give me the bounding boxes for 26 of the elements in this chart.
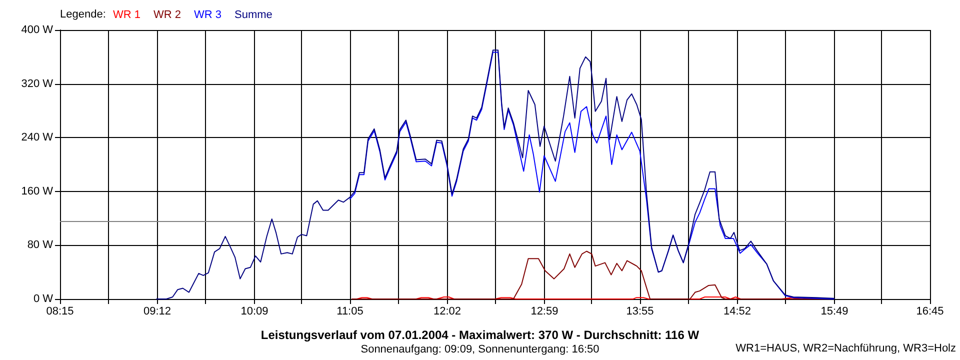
x-tick-label: 10:09 [240,306,268,318]
text: Leistungsverlauf vom 07.01.2004 - Maximalwert: 370 W - Durchschnitt: 116 W [260,328,700,342]
text: WR 3 [194,9,222,21]
y-tick-label: 400 W [21,24,54,36]
y-tick-label: 160 W [21,185,54,198]
y-tick-label: 240 W [21,132,54,144]
text: WR 2 [154,9,181,21]
text: WR 1 [113,9,140,21]
x-tick-label: 12:02 [433,306,461,318]
x-tick-label: 08:15 [46,306,74,318]
text: WR1=HAUS, WR2=Nachführung, WR3=Holz [736,342,956,354]
x-tick-label: 09:12 [143,306,171,318]
x-tick-label: 11:05 [336,306,364,318]
x-tick-label: 16:45 [916,306,944,318]
text: Sonnenaufgang: 09:09, Sonnenuntergang: 16:50 [360,344,600,356]
x-tick-label: 14:52 [723,306,752,318]
legend-title: Legende: [60,8,106,20]
x-tick-label: 12:59 [530,306,558,318]
x-tick-label: 13:55 [626,306,654,318]
line-series [349,52,834,300]
x-tick-label: 15:49 [820,306,848,318]
text: Summe [234,9,272,21]
y-tick-label: 80 W [27,239,54,252]
y-tick-label: 0 W [33,293,54,305]
line-series [156,50,836,300]
y-tick-label: 320 W [21,78,54,90]
